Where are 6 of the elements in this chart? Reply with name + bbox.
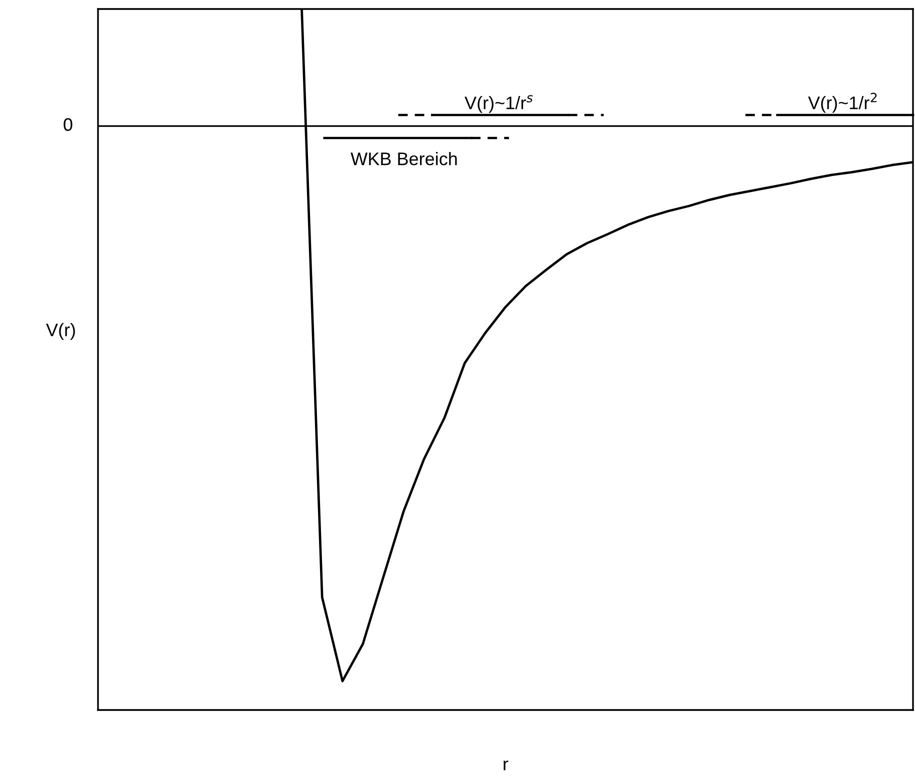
x-axis-title: r bbox=[504, 760, 508, 770]
annotation: WKB Bereich bbox=[350, 152, 457, 166]
ref-line-label: 0 bbox=[64, 118, 72, 131]
annotation: V(r)~1/r$^{2}$ bbox=[808, 92, 877, 113]
annotation: V(r)~1/r$^{s}$ bbox=[464, 95, 533, 113]
y-axis-title: V(r) bbox=[46, 323, 75, 340]
